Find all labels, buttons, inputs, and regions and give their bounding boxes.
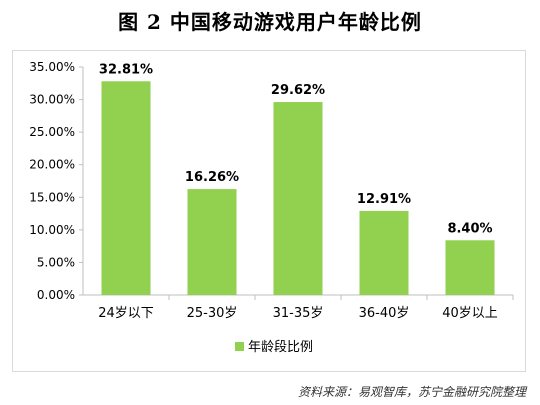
- data-label: 29.62%: [271, 83, 325, 98]
- chart-title: 图 2 中国移动游戏用户年龄比例: [118, 10, 422, 34]
- y-tick-label: 25.00%: [29, 125, 75, 139]
- x-tick-label: 25-30岁: [187, 306, 238, 321]
- y-tick-label: 35.00%: [29, 60, 75, 74]
- data-label: 8.40%: [447, 221, 492, 236]
- x-tick-label: 24岁以下: [98, 306, 154, 321]
- legend-swatch: [235, 342, 244, 351]
- data-label: 32.81%: [99, 62, 153, 77]
- x-tick-label: 31-35岁: [273, 306, 324, 321]
- bar: [445, 240, 495, 295]
- bar: [187, 189, 237, 295]
- y-tick-label: 20.00%: [29, 158, 75, 172]
- x-tick-label: 36-40岁: [359, 306, 410, 321]
- x-tick-label: 40岁以上: [442, 306, 498, 321]
- y-tick-label: 15.00%: [29, 190, 75, 204]
- bar-chart: 0.00% 5.00% 10.00% 15.00% 20.00% 25.00% 30.00%…: [29, 60, 514, 355]
- chart-frame: 0.00% 5.00% 10.00% 15.00% 20.00% 25.00% 30.00%…: [12, 50, 526, 372]
- y-tick-label: 5.00%: [37, 255, 75, 269]
- y-tick-label: 0.00%: [37, 288, 75, 302]
- data-label: 12.91%: [357, 192, 411, 207]
- source-note: 资料来源：易观智库，苏宁金融研究院整理: [297, 385, 526, 399]
- bar: [359, 210, 409, 295]
- bar: [101, 81, 151, 295]
- bar: [273, 102, 323, 295]
- data-label: 16.26%: [185, 170, 239, 185]
- y-tick-label: 30.00%: [29, 93, 75, 107]
- y-tick-label: 10.00%: [29, 223, 75, 237]
- legend-label: 年龄段比例: [248, 340, 313, 355]
